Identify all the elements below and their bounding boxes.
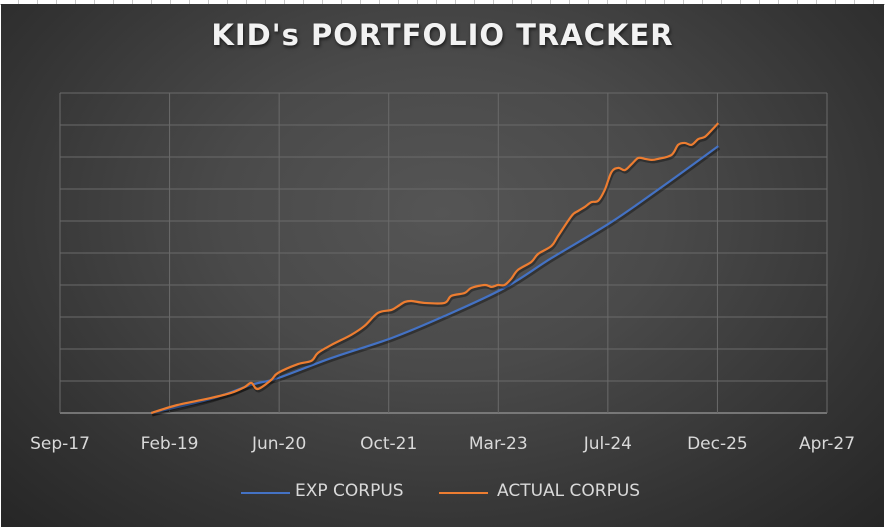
x-tick-label: Feb-19 bbox=[141, 434, 199, 454]
x-tick-label: Apr-27 bbox=[799, 434, 855, 454]
legend-label-exp-corpus: EXP CORPUS bbox=[295, 481, 404, 501]
chart-title: KID's PORTFOLIO TRACKER bbox=[211, 18, 674, 52]
series-line-exp-corpus bbox=[150, 145, 719, 415]
x-tick-label: Mar-23 bbox=[469, 434, 528, 454]
x-tick-label: Oct-21 bbox=[360, 434, 417, 454]
legend-swatch-exp-corpus bbox=[241, 492, 290, 494]
x-tick-label: Sep-17 bbox=[30, 434, 90, 454]
x-tick-label: Jul-24 bbox=[583, 434, 632, 454]
x-tick-label: Jun-20 bbox=[251, 434, 306, 454]
series-shadow bbox=[151, 146, 721, 417]
legend-swatch-actual-corpus bbox=[439, 492, 488, 494]
legend-label-actual-corpus: ACTUAL CORPUS bbox=[497, 481, 641, 501]
x-tick-label: Dec-25 bbox=[687, 434, 748, 454]
series-line-actual-corpus bbox=[150, 122, 720, 415]
chart-area[interactable] bbox=[1, 4, 884, 527]
series-shadow bbox=[151, 124, 721, 417]
